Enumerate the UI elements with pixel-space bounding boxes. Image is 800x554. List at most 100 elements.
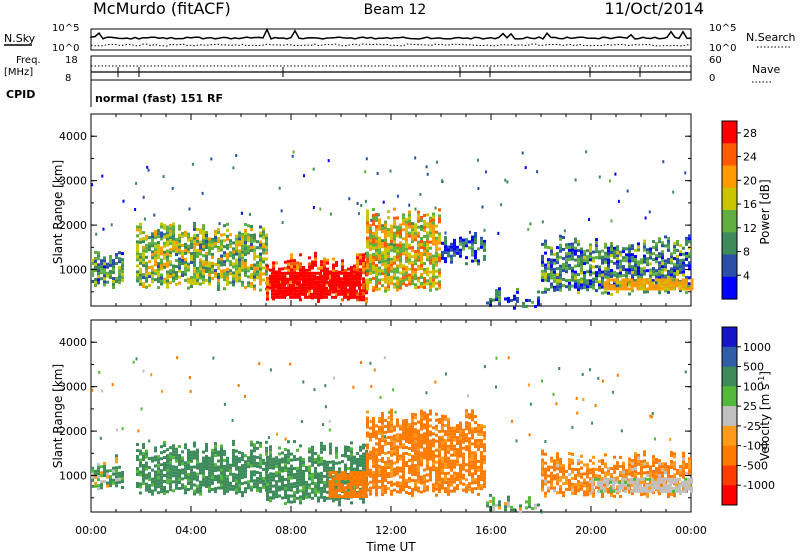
data-cell (565, 258, 568, 262)
data-cell (390, 248, 393, 252)
data-cell (378, 464, 381, 468)
data-cell (601, 270, 604, 274)
data-cell (604, 275, 607, 279)
data-cell (562, 269, 565, 272)
data-cell (287, 455, 290, 459)
data-cell (432, 218, 435, 222)
data-cell (513, 306, 516, 310)
data-cell (682, 261, 685, 265)
data-cell (411, 237, 414, 241)
data-cell (205, 237, 208, 240)
data-cell (435, 454, 438, 458)
data-cell (477, 447, 480, 451)
data-cell (574, 246, 577, 250)
data-cell (670, 460, 673, 463)
data-cell (390, 242, 393, 246)
data-cell (238, 267, 241, 271)
data-cell (447, 450, 450, 454)
data-cell (450, 447, 453, 451)
data-cell-hot (669, 287, 673, 291)
data-cell (238, 240, 241, 244)
data-cell (586, 472, 589, 476)
data-cell (447, 462, 450, 466)
data-cell (619, 470, 622, 474)
data-cell (281, 469, 284, 473)
data-cell (265, 248, 268, 252)
data-cell (314, 263, 317, 267)
data-cell (444, 445, 447, 449)
data-cell (378, 425, 381, 429)
data-cell (516, 299, 519, 303)
data-cell (465, 448, 468, 452)
data-cell (169, 467, 172, 471)
data-cell (444, 257, 447, 261)
data-cell (589, 243, 592, 247)
data-cell (444, 490, 447, 494)
data-cell (226, 480, 229, 484)
data-cell (462, 455, 465, 459)
data-cell (544, 476, 547, 480)
data-cell (366, 227, 369, 231)
data-cell (223, 272, 226, 276)
data-cell (393, 488, 396, 492)
data-cell (157, 473, 160, 477)
y-tick-label: 2000 (59, 219, 87, 232)
data-cell (314, 494, 317, 497)
data-cell (673, 245, 676, 249)
data-cell-hot (280, 283, 283, 287)
data-cell (259, 456, 262, 460)
data-cell (259, 480, 262, 484)
data-cell (420, 261, 423, 264)
data-cell (163, 480, 166, 483)
data-cell (211, 469, 214, 473)
data-cell (256, 461, 259, 465)
data-cell (438, 247, 441, 251)
data-cell (580, 280, 583, 284)
data-cell (459, 448, 462, 452)
data-cell (211, 478, 214, 482)
data-cell (670, 463, 673, 466)
velocity-data (91, 356, 693, 514)
data-cell (266, 479, 269, 483)
data-cell (667, 257, 670, 261)
data-cell (568, 266, 571, 270)
data-cell (178, 269, 181, 273)
data-cell-hot (274, 292, 277, 296)
data-cell (637, 260, 640, 264)
data-cell (181, 271, 184, 274)
data-cell (229, 466, 232, 470)
data-cell (387, 427, 390, 430)
data-cell (148, 475, 151, 479)
data-cell-hot (295, 286, 298, 290)
data-cell (284, 466, 287, 469)
data-cell (562, 257, 565, 260)
data-cell (375, 430, 378, 434)
data-cell (444, 460, 447, 464)
data-cell (372, 285, 375, 289)
data-cell (223, 470, 226, 474)
data-cell (151, 477, 154, 481)
data-cell (580, 454, 583, 458)
data-cell (613, 273, 616, 277)
data-cell (253, 236, 256, 240)
data-cell (444, 242, 447, 246)
data-cell (169, 272, 172, 276)
data-cell (329, 460, 332, 464)
data-cell (169, 479, 172, 483)
data-cell (235, 464, 238, 468)
data-cell (592, 250, 595, 254)
data-cell (384, 436, 387, 440)
data-cell (262, 467, 265, 471)
data-cell (661, 241, 664, 245)
data-cell (369, 224, 372, 227)
data-cell (121, 270, 124, 274)
data-cell (241, 473, 244, 477)
data-cell (417, 432, 420, 436)
data-cell (586, 261, 589, 265)
data-cell (157, 262, 160, 266)
data-cell (272, 457, 275, 461)
data-cell (387, 421, 390, 424)
data-cell (193, 474, 196, 478)
data-cell (474, 232, 477, 235)
data-cell (169, 446, 172, 450)
